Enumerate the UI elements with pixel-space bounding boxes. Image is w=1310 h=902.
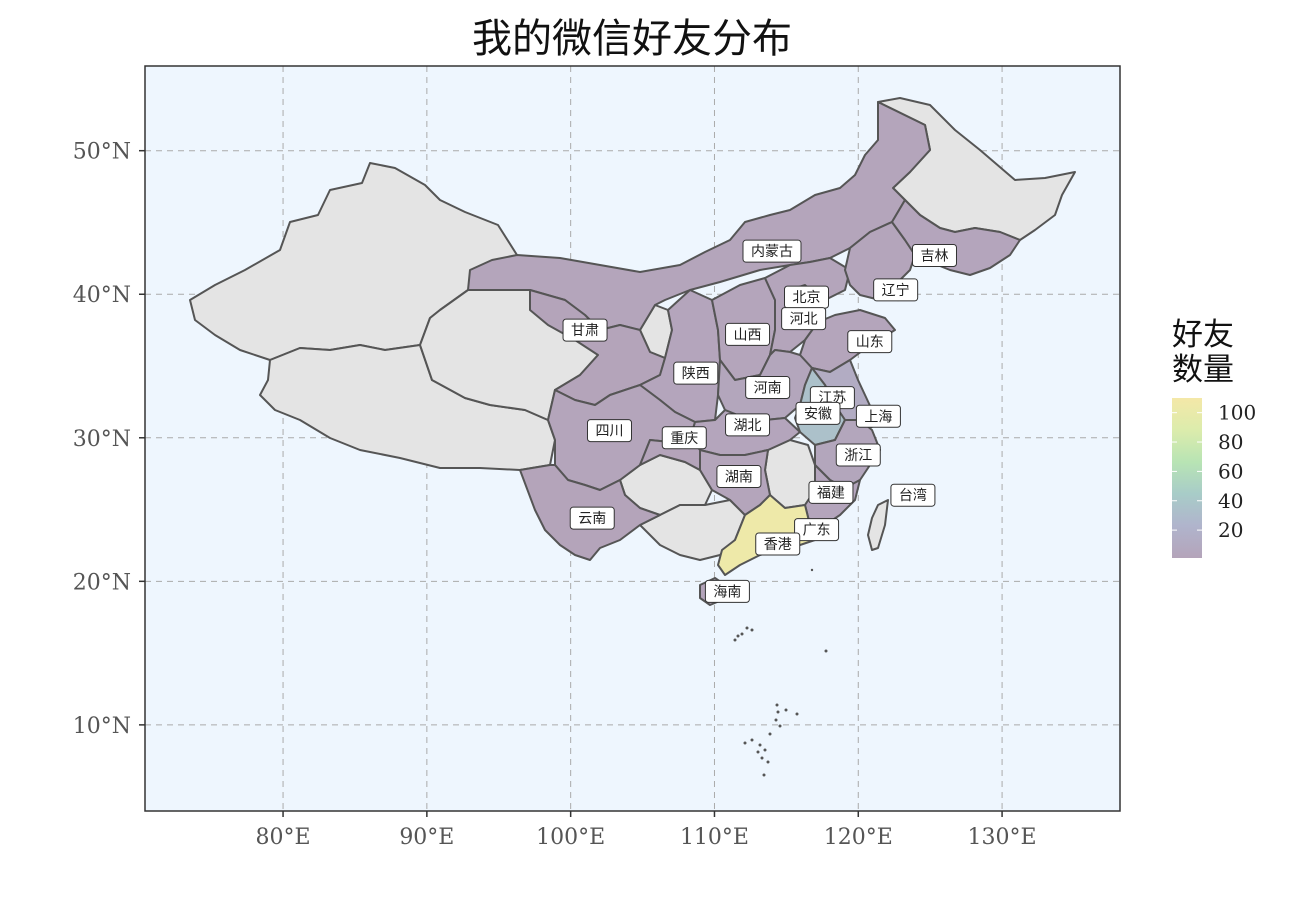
province-label: 河北 xyxy=(781,307,827,331)
province-label: 山东 xyxy=(847,330,893,354)
legend-tick-label: 20 xyxy=(1218,518,1243,542)
province-label-text: 吉林 xyxy=(920,248,948,264)
province-label-box xyxy=(794,518,840,542)
province-label-text: 四川 xyxy=(595,424,623,440)
province-label-box xyxy=(661,426,707,450)
province-label: 河南 xyxy=(745,376,791,400)
x-tick-label: 110°E xyxy=(680,825,749,850)
province-label-text: 陕西 xyxy=(682,366,710,382)
province-label-box xyxy=(586,419,632,443)
x-tick-label: 80°E xyxy=(256,825,311,850)
province-label-text: 甘肃 xyxy=(571,323,599,339)
map-title: 我的微信好友分布 xyxy=(472,16,792,62)
province-label-box xyxy=(808,480,854,504)
province-label-text: 云南 xyxy=(578,511,606,527)
province-label: 香港 xyxy=(755,532,801,556)
province-label-text: 山东 xyxy=(856,335,884,351)
y-tick-label: 30°N xyxy=(73,427,131,452)
province-label-text: 台湾 xyxy=(899,487,927,504)
legend-tick-label: 100 xyxy=(1218,401,1256,425)
province-label-box xyxy=(716,465,762,489)
province-label: 北京 xyxy=(784,285,830,309)
province-label-text: 安徽 xyxy=(804,406,832,422)
province-label-box xyxy=(569,506,615,530)
province-label: 辽宁 xyxy=(873,278,919,302)
province-label-text: 河北 xyxy=(790,312,818,328)
province-label: 浙江 xyxy=(835,443,881,467)
region-taiwan xyxy=(867,499,889,551)
province-label-box xyxy=(781,307,827,331)
province-label-text: 湖北 xyxy=(734,418,762,434)
province-label-text: 湖南 xyxy=(725,470,753,486)
province-label: 陕西 xyxy=(673,361,719,385)
province-label: 内蒙古 xyxy=(742,239,802,263)
province-label-text: 河南 xyxy=(754,381,782,397)
province-label-text: 辽宁 xyxy=(882,282,910,299)
legend-title-line2: 数量 xyxy=(1172,352,1234,388)
province-label-text: 重庆 xyxy=(670,431,698,447)
legend-tick-label: 40 xyxy=(1218,489,1243,513)
province-label-box xyxy=(725,322,771,346)
province-label-box xyxy=(725,413,771,437)
province-label-box xyxy=(704,579,750,603)
province-label-text: 浙江 xyxy=(844,448,872,464)
province-labels: 内蒙古 吉林辽宁北京河北甘肃 山西 山东陕西河南江苏安徽 上海湖北四川 重庆浙江湖南福建台… xyxy=(562,239,957,603)
region-inner-mongolia xyxy=(467,101,931,331)
province-label: 云南 xyxy=(569,506,615,530)
legend-ticks: 20 40 60 80 100 xyxy=(1172,401,1256,542)
province-label: 广东 xyxy=(794,518,840,542)
province-label: 湖北 xyxy=(725,413,771,437)
province-label: 四川 xyxy=(586,419,632,443)
province-label-box xyxy=(795,401,841,425)
legend-colorbar xyxy=(1172,398,1202,558)
province-label-box xyxy=(673,361,719,385)
legend-title-line1: 好友 xyxy=(1172,317,1234,353)
province-label-box xyxy=(911,243,957,267)
province-label: 上海 xyxy=(855,404,901,428)
region-tibet xyxy=(259,344,556,471)
province-label-text: 上海 xyxy=(864,409,892,425)
province-label-box xyxy=(835,443,881,467)
province-label-box xyxy=(873,278,919,302)
province-label-text: 香港 xyxy=(764,537,792,553)
x-tick-label: 100°E xyxy=(536,825,605,850)
legend: 好友 数量 20 40 60 80 100 xyxy=(1172,317,1256,558)
legend-tick-label: 60 xyxy=(1218,459,1243,483)
y-tick-label: 50°N xyxy=(73,140,131,165)
province-label-box xyxy=(855,404,901,428)
province-label-text: 广东 xyxy=(803,523,831,539)
y-tick-label: 40°N xyxy=(73,283,131,308)
x-tick-label: 130°E xyxy=(968,825,1037,850)
province-label-text: 北京 xyxy=(793,290,821,306)
province-label: 安徽 xyxy=(795,401,841,425)
y-tick-label: 10°N xyxy=(73,714,131,739)
province-label: 湖南 xyxy=(716,465,762,489)
legend-tick-label: 80 xyxy=(1218,430,1243,454)
province-label-text: 山西 xyxy=(734,327,762,343)
province-label-box xyxy=(562,318,608,342)
province-label-text: 福建 xyxy=(817,485,845,501)
province-label: 福建 xyxy=(808,480,854,504)
province-label: 甘肃 xyxy=(562,318,608,342)
province-label-box xyxy=(847,330,893,354)
x-tick-label: 120°E xyxy=(824,825,893,850)
province-label: 台湾 xyxy=(890,483,936,507)
province-label: 重庆 xyxy=(661,426,707,450)
province-label-box xyxy=(890,483,936,507)
province-label: 山西 xyxy=(725,322,771,346)
x-tick-label: 90°E xyxy=(399,825,454,850)
province-label-box xyxy=(755,532,801,556)
province-label-text: 内蒙古 xyxy=(751,244,793,260)
province-label-text: 海南 xyxy=(713,584,741,600)
y-axis: 10°N 20°N 30°N 40°N 50°N xyxy=(73,140,145,739)
province-label: 吉林 xyxy=(911,243,957,267)
province-label: 海南 xyxy=(704,579,750,603)
province-label-box xyxy=(745,376,791,400)
province-label-box xyxy=(742,239,802,263)
y-tick-label: 20°N xyxy=(73,570,131,595)
x-axis: 80°E 90°E 100°E 110°E 120°E 130°E xyxy=(256,811,1037,850)
